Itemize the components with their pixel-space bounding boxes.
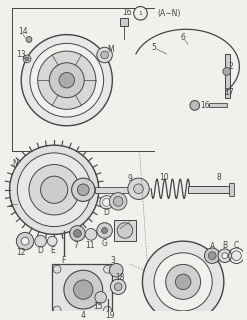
Text: A: A bbox=[210, 243, 215, 252]
Text: D: D bbox=[38, 246, 43, 255]
Circle shape bbox=[103, 198, 110, 206]
Circle shape bbox=[35, 235, 46, 247]
Text: 13: 13 bbox=[16, 50, 26, 59]
Circle shape bbox=[100, 196, 113, 209]
Text: 19: 19 bbox=[106, 311, 115, 320]
Circle shape bbox=[154, 253, 212, 311]
Circle shape bbox=[38, 51, 96, 109]
Text: 4: 4 bbox=[81, 311, 86, 320]
Bar bbox=[188, 186, 229, 193]
Text: 16: 16 bbox=[122, 8, 132, 17]
Circle shape bbox=[104, 265, 111, 273]
Circle shape bbox=[109, 193, 127, 210]
Text: E: E bbox=[50, 246, 55, 255]
Circle shape bbox=[64, 270, 103, 309]
Text: M: M bbox=[107, 45, 114, 54]
Circle shape bbox=[223, 68, 231, 75]
Circle shape bbox=[53, 265, 61, 273]
Circle shape bbox=[72, 178, 95, 201]
Bar bbox=[209, 103, 227, 107]
Circle shape bbox=[41, 176, 68, 203]
Circle shape bbox=[74, 229, 81, 237]
Circle shape bbox=[109, 263, 123, 277]
Circle shape bbox=[47, 236, 57, 246]
Text: 5: 5 bbox=[152, 43, 157, 52]
Circle shape bbox=[117, 223, 133, 238]
Bar bbox=[95, 187, 148, 193]
Bar bbox=[229, 183, 234, 196]
Circle shape bbox=[110, 279, 126, 294]
Text: F: F bbox=[62, 256, 66, 265]
Circle shape bbox=[29, 164, 79, 215]
Circle shape bbox=[25, 57, 29, 61]
Text: 17: 17 bbox=[224, 88, 233, 97]
Circle shape bbox=[222, 253, 228, 259]
Circle shape bbox=[74, 280, 93, 299]
Circle shape bbox=[114, 283, 122, 291]
FancyBboxPatch shape bbox=[20, 169, 43, 183]
Circle shape bbox=[101, 51, 108, 59]
Circle shape bbox=[26, 36, 32, 42]
Circle shape bbox=[70, 226, 85, 241]
Text: 9: 9 bbox=[127, 174, 132, 183]
Text: 11: 11 bbox=[85, 241, 95, 250]
Text: 18: 18 bbox=[115, 273, 125, 282]
Circle shape bbox=[166, 264, 201, 299]
Circle shape bbox=[59, 72, 75, 88]
Text: C: C bbox=[234, 241, 239, 250]
Circle shape bbox=[23, 55, 31, 63]
Text: 1: 1 bbox=[8, 200, 13, 209]
Text: 12: 12 bbox=[17, 248, 26, 257]
Bar bbox=[225, 54, 230, 98]
Text: 7: 7 bbox=[73, 242, 78, 251]
Text: D: D bbox=[103, 208, 109, 217]
Circle shape bbox=[85, 228, 97, 240]
Circle shape bbox=[30, 43, 104, 117]
Text: 1: 1 bbox=[139, 11, 143, 16]
Circle shape bbox=[53, 306, 61, 314]
Circle shape bbox=[128, 178, 149, 199]
Circle shape bbox=[175, 274, 191, 290]
Circle shape bbox=[10, 145, 99, 234]
Circle shape bbox=[102, 228, 107, 233]
Text: (A∼N): (A∼N) bbox=[157, 9, 180, 18]
Text: G: G bbox=[102, 239, 107, 248]
Bar bbox=[114, 220, 136, 241]
Circle shape bbox=[97, 47, 112, 63]
Circle shape bbox=[21, 35, 112, 126]
Circle shape bbox=[113, 196, 123, 206]
Circle shape bbox=[49, 63, 84, 98]
Bar bbox=[52, 264, 112, 315]
Text: B: B bbox=[222, 241, 227, 250]
Circle shape bbox=[134, 184, 143, 194]
Circle shape bbox=[218, 249, 232, 262]
Circle shape bbox=[190, 100, 200, 110]
Circle shape bbox=[205, 248, 220, 263]
Text: 6: 6 bbox=[181, 33, 185, 42]
Circle shape bbox=[134, 6, 147, 20]
Circle shape bbox=[17, 153, 91, 227]
Text: 16: 16 bbox=[201, 101, 210, 110]
Circle shape bbox=[95, 292, 106, 303]
Text: N: N bbox=[13, 159, 18, 168]
Text: 3: 3 bbox=[111, 256, 116, 265]
Text: 10: 10 bbox=[159, 173, 168, 182]
Text: 14: 14 bbox=[18, 27, 28, 36]
Circle shape bbox=[78, 184, 89, 196]
Text: 2: 2 bbox=[228, 62, 233, 71]
Circle shape bbox=[232, 251, 241, 260]
Circle shape bbox=[16, 232, 34, 250]
Circle shape bbox=[143, 241, 224, 320]
Circle shape bbox=[97, 223, 112, 238]
Circle shape bbox=[104, 306, 111, 314]
Circle shape bbox=[21, 237, 29, 245]
Circle shape bbox=[208, 252, 216, 260]
Bar bbox=[120, 18, 128, 26]
Text: 8: 8 bbox=[217, 173, 221, 182]
Text: 15: 15 bbox=[93, 302, 103, 311]
